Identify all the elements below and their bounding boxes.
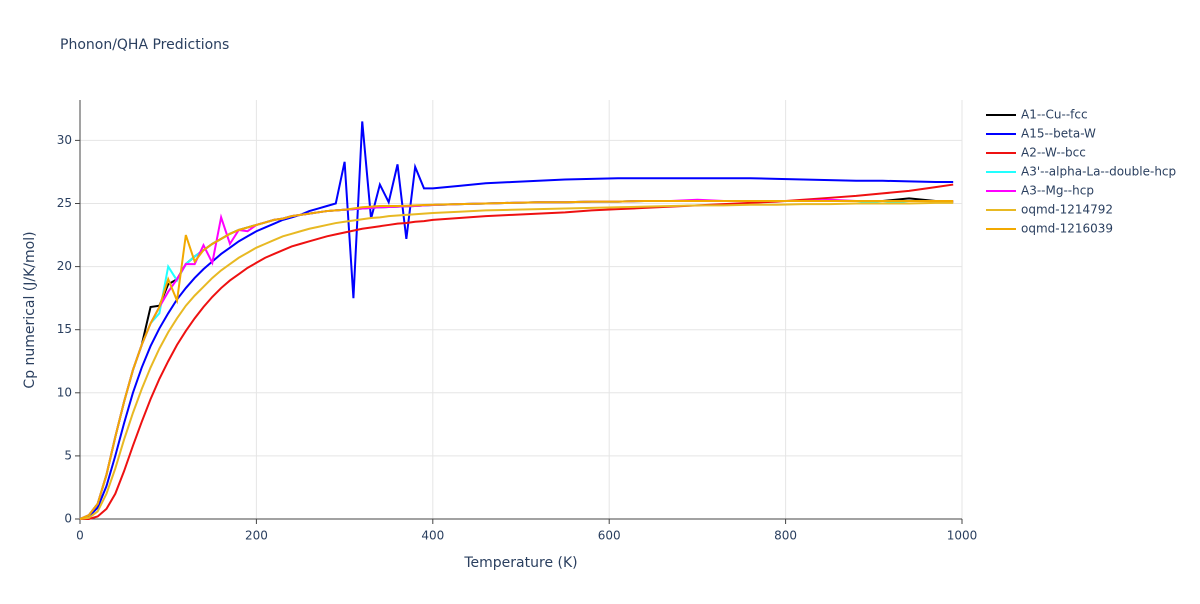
x-tick-label: 1000 xyxy=(947,529,978,543)
y-tick-label: 20 xyxy=(57,259,72,273)
series-line xyxy=(79,197,954,520)
y-tick-label: 30 xyxy=(57,133,72,147)
y-tick-label: 5 xyxy=(64,448,72,462)
series-line xyxy=(80,183,954,520)
legend-label: oqmd-1216039 xyxy=(1021,222,1113,236)
y-tick-label: 15 xyxy=(57,322,72,336)
x-tick-label: 0 xyxy=(76,529,84,543)
legend-label: A2--W--bcc xyxy=(1021,146,1086,160)
x-tick-label: 600 xyxy=(598,529,621,543)
y-tick-label: 10 xyxy=(57,385,72,399)
series-line xyxy=(79,121,954,520)
y-tick-label: 0 xyxy=(64,512,72,526)
series-line xyxy=(79,201,954,520)
x-axis-title: Temperature (K) xyxy=(463,555,577,571)
legend-label: A3'--alpha-La--double-hcp xyxy=(1021,165,1176,179)
legend-label: A3--Mg--hcp xyxy=(1021,184,1094,198)
legend-label: oqmd-1214792 xyxy=(1021,203,1113,217)
x-tick-label: 800 xyxy=(774,529,797,543)
series-line xyxy=(79,199,954,520)
x-tick-label: 200 xyxy=(245,529,268,543)
x-tick-label: 400 xyxy=(421,529,444,543)
series-line xyxy=(79,198,954,520)
y-axis-title: Cp numerical (J/K/mol) xyxy=(22,231,38,388)
chart-title: Phonon/QHA Predictions xyxy=(60,37,229,53)
legend-label: A1--Cu--fcc xyxy=(1021,108,1088,122)
series-line xyxy=(79,199,954,520)
legend-label: A15--beta-W xyxy=(1021,127,1096,141)
y-tick-label: 25 xyxy=(57,196,72,210)
